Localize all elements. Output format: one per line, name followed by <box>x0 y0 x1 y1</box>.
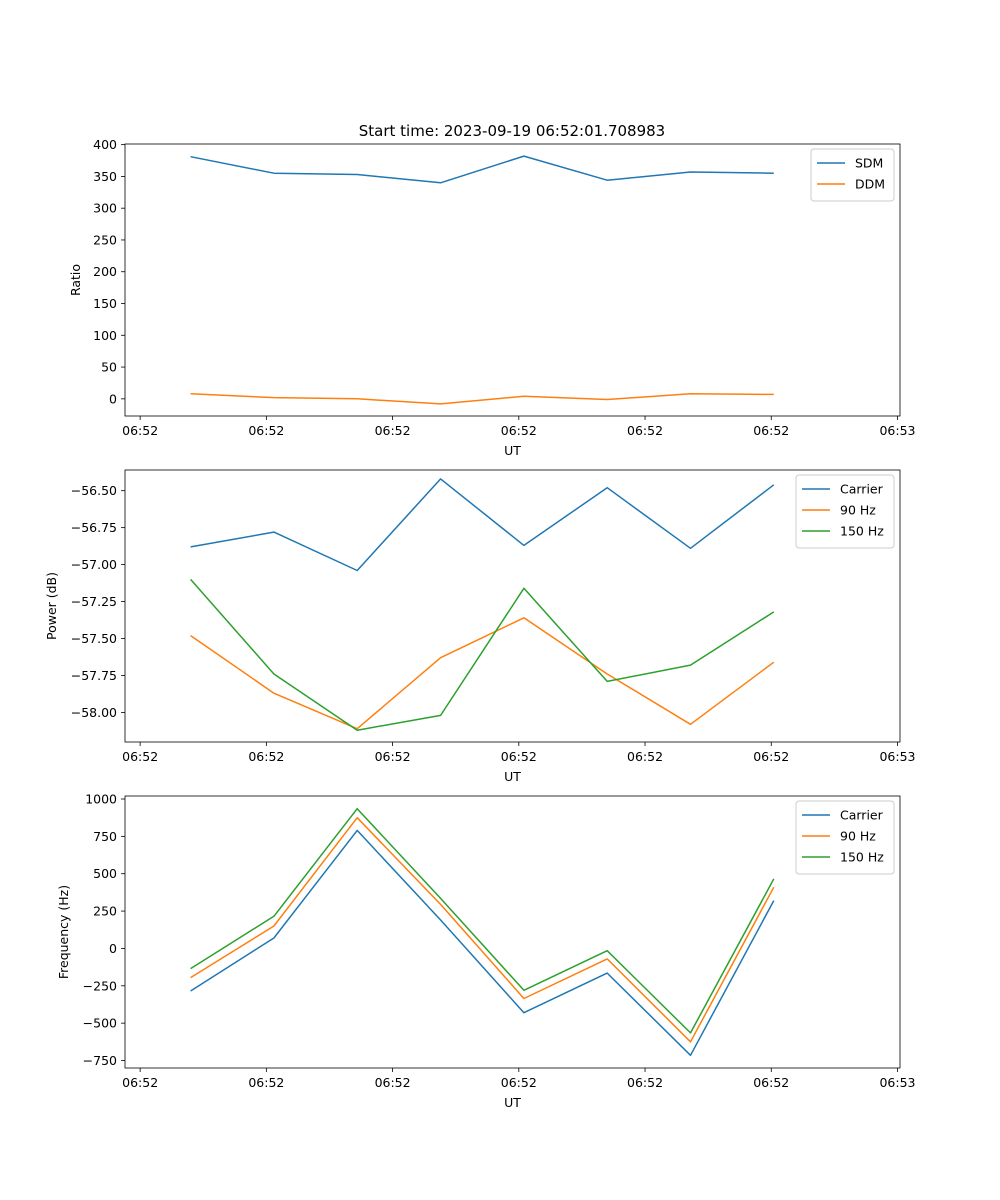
series-line-150-hz <box>190 578 775 731</box>
series-line-150-hz <box>190 807 775 1034</box>
x-tick-label: 06:52 <box>122 1075 158 1090</box>
legend-label: 90 Hz <box>840 503 876 518</box>
x-tick-label: 06:52 <box>122 749 158 764</box>
x-tick-label: 06:52 <box>501 1075 537 1090</box>
x-tick-label: 06:52 <box>248 423 284 438</box>
axes-frame <box>124 795 901 1069</box>
series-line-carrier <box>190 478 775 572</box>
legend-label: SDM <box>855 156 883 171</box>
y-tick-label: 0 <box>109 941 117 956</box>
y-axis-label: Frequency (Hz) <box>56 885 71 979</box>
series-line-carrier <box>190 829 775 1057</box>
x-tick-label: 06:52 <box>248 749 284 764</box>
frequency-chart: 06:52 06:52 06:52 06:52 06:52 06:52 06:53 −750 −… <box>56 791 915 1110</box>
series-line-90-hz <box>190 816 775 1043</box>
y-tick-label: 500 <box>93 866 117 881</box>
y-tick-label: 50 <box>101 360 117 375</box>
legend-label: Carrier <box>840 482 884 497</box>
y-tick-label: 750 <box>93 829 117 844</box>
legend-label: 150 Hz <box>840 850 884 865</box>
x-tick-label: 06:53 <box>879 1075 915 1090</box>
x-axis-label: UT <box>504 769 521 784</box>
x-tick-label: 06:53 <box>879 749 915 764</box>
legend-box <box>795 800 895 875</box>
y-tick-label: 250 <box>93 904 117 919</box>
x-axis-label: UT <box>504 443 521 458</box>
y-tick-label: −57.25 <box>71 594 117 609</box>
y-tick-label: −500 <box>83 1016 117 1031</box>
y-tick-label: 100 <box>93 328 117 343</box>
y-tick-label: −57.00 <box>71 557 117 572</box>
ratio-chart: 06:52 06:52 06:52 06:52 06:52 06:52 06:53 0 50 10… <box>68 137 915 458</box>
x-tick-label: 06:52 <box>753 749 789 764</box>
x-tick-label: 06:52 <box>753 423 789 438</box>
legend: Carrier 90 Hz 150 Hz <box>795 474 895 549</box>
y-tick-label: −750 <box>83 1053 117 1068</box>
y-tick-label: 150 <box>93 296 117 311</box>
x-tick-label: 06:52 <box>627 749 663 764</box>
y-tick-label: 400 <box>93 137 117 152</box>
y-tick-label: 350 <box>93 169 117 184</box>
x-tick-label: 06:52 <box>627 423 663 438</box>
figure-title: Start time: 2023-09-19 06:52:01.708983 <box>359 122 665 140</box>
series-line-sdm <box>190 155 774 184</box>
series-line-ddm <box>190 393 774 405</box>
x-tick-label: 06:52 <box>501 423 537 438</box>
y-axis-label: Ratio <box>68 264 83 296</box>
legend-label: Carrier <box>840 808 884 823</box>
axes-frame <box>124 143 901 417</box>
power-chart: 06:52 06:52 06:52 06:52 06:52 06:52 06:53 −58.0… <box>44 469 915 784</box>
y-tick-label: 250 <box>93 232 117 247</box>
y-tick-label: −56.75 <box>71 520 117 535</box>
x-tick-label: 06:53 <box>879 423 915 438</box>
legend: SDM DDM <box>810 148 895 202</box>
y-axis-label: Power (dB) <box>44 572 59 640</box>
legend-label: 150 Hz <box>840 524 884 539</box>
x-tick-label: 06:52 <box>375 1075 411 1090</box>
y-tick-label: 1000 <box>85 791 117 806</box>
y-tick-label: −56.50 <box>71 483 117 498</box>
y-tick-label: −57.75 <box>71 668 117 683</box>
x-tick-label: 06:52 <box>122 423 158 438</box>
legend-box <box>810 148 895 202</box>
series-line-90-hz <box>190 617 775 730</box>
x-tick-label: 06:52 <box>375 423 411 438</box>
y-tick-label: 0 <box>109 391 117 406</box>
y-tick-label: −57.50 <box>71 631 117 646</box>
x-tick-label: 06:52 <box>627 1075 663 1090</box>
x-axis-label: UT <box>504 1095 521 1110</box>
legend-label: 90 Hz <box>840 829 876 844</box>
x-tick-label: 06:52 <box>753 1075 789 1090</box>
y-tick-label: 300 <box>93 201 117 216</box>
y-tick-label: 200 <box>93 264 117 279</box>
x-tick-label: 06:52 <box>248 1075 284 1090</box>
legend-label: DDM <box>855 177 885 192</box>
x-tick-label: 06:52 <box>375 749 411 764</box>
x-tick-label: 06:52 <box>501 749 537 764</box>
legend: Carrier 90 Hz 150 Hz <box>795 800 895 875</box>
legend-box <box>795 474 895 549</box>
y-tick-label: −58.00 <box>71 705 117 720</box>
y-tick-label: −250 <box>83 978 117 993</box>
axes-frame <box>124 469 901 743</box>
